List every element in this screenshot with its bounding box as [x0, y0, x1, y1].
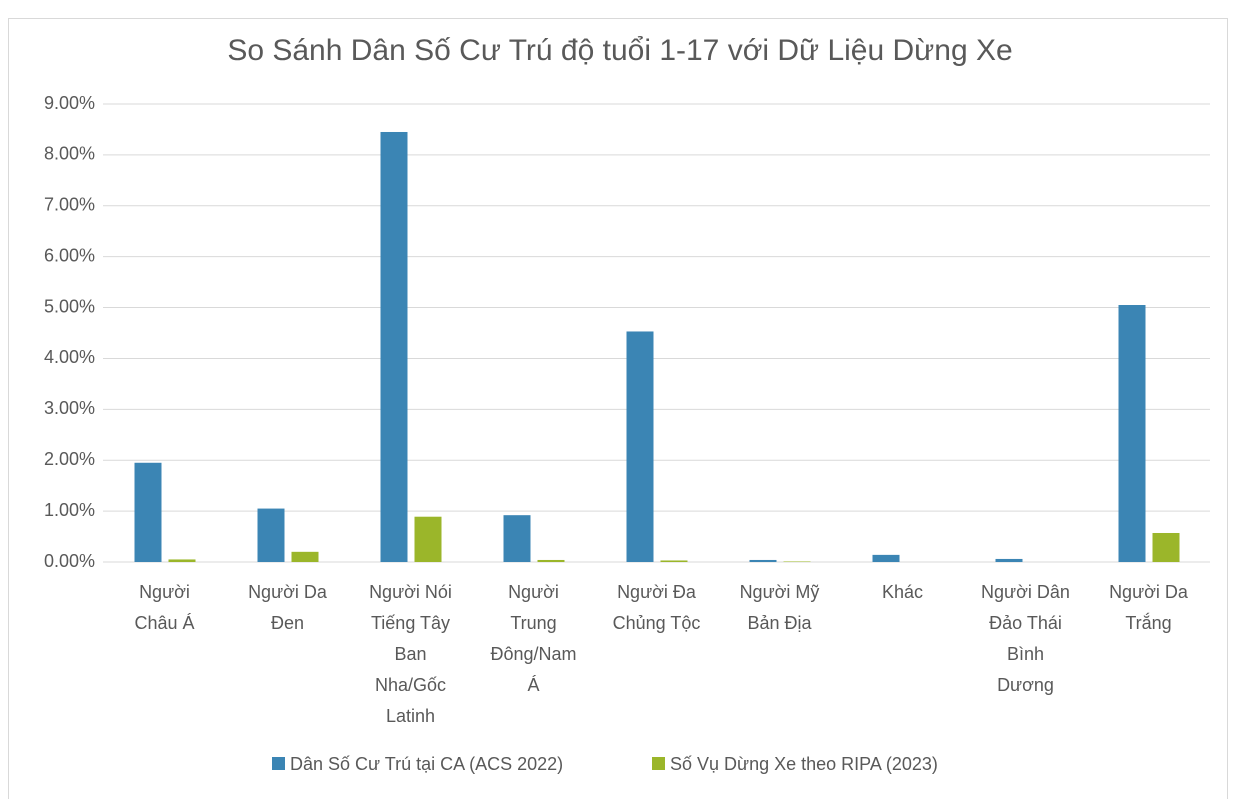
x-tick-label: Khác: [881, 582, 924, 602]
legend-label: Số Vụ Dừng Xe theo RIPA (2023): [670, 754, 938, 774]
bar: [257, 508, 285, 562]
y-tick-label: 8.00%: [44, 144, 95, 164]
x-tick-label: Người Da Trắng: [1109, 582, 1188, 633]
bar: [414, 516, 442, 562]
y-tick-label: 6.00%: [44, 245, 95, 265]
x-tick-label: Người Đa Chủng Tộc: [612, 582, 701, 633]
bar: [749, 559, 777, 562]
bar: [626, 331, 654, 562]
chart-border: [8, 18, 1228, 799]
y-tick-label: 1.00%: [44, 500, 95, 520]
bar: [537, 559, 565, 562]
x-tick-label: Người Mỹ Bản Địa: [739, 582, 820, 633]
bar: [503, 515, 531, 562]
x-tick-label: Người Da Đen: [248, 582, 327, 633]
bar: [872, 554, 900, 562]
y-tick-label: 3.00%: [44, 398, 95, 418]
bar: [134, 462, 162, 562]
bar: [995, 558, 1023, 562]
bar: [380, 131, 408, 562]
y-tick-label: 9.00%: [44, 93, 95, 113]
y-tick-label: 4.00%: [44, 347, 95, 367]
bar: [660, 560, 688, 562]
y-tick-label: 2.00%: [44, 449, 95, 469]
bar: [1118, 305, 1146, 562]
x-tick-label: Người Châu Á: [134, 582, 195, 633]
chart-title: So Sánh Dân Số Cư Trú độ tuổi 1-17 với D…: [227, 34, 1012, 67]
legend-swatch: [272, 757, 285, 770]
x-tick-label: Người Dân Đảo Thái Bình Dương: [981, 582, 1070, 695]
x-tick-label: Người Trung Đông/Nam Á: [490, 582, 577, 695]
bar: [1152, 532, 1180, 562]
legend-swatch: [652, 757, 665, 770]
y-tick-label: 0.00%: [44, 551, 95, 571]
legend-label: Dân Số Cư Trú tại CA (ACS 2022): [290, 754, 563, 774]
bar: [291, 551, 319, 562]
bar: [168, 559, 196, 562]
x-tick-label: Người Nói Tiếng Tây Ban Nha/Gốc Latinh: [369, 582, 452, 726]
bar: [783, 561, 811, 562]
y-tick-label: 7.00%: [44, 195, 95, 215]
y-tick-label: 5.00%: [44, 296, 95, 316]
